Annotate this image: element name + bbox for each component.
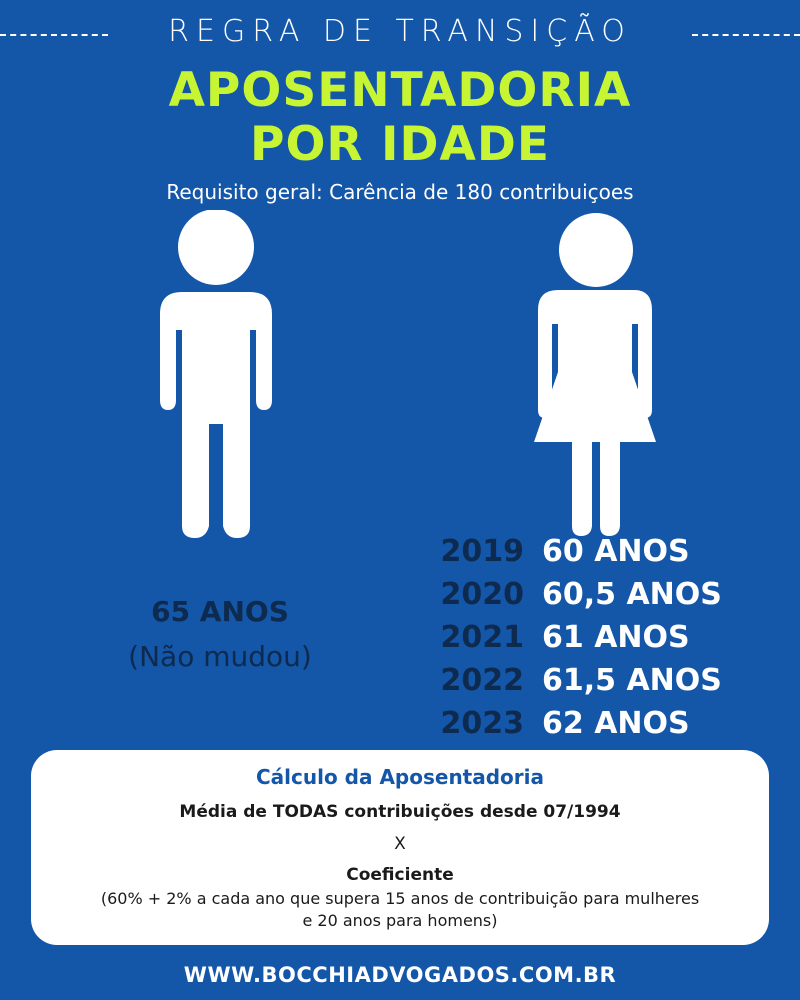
schedule-row: 2023 62 ANOS	[438, 702, 778, 745]
schedule-row: 2021 61 ANOS	[438, 616, 778, 659]
schedule-row: 2022 61,5 ANOS	[438, 659, 778, 702]
calculation-operator: X	[394, 834, 406, 854]
schedule-age: 61,5 ANOS	[542, 663, 722, 698]
schedule-year: 2019	[440, 534, 525, 569]
schedule-year: 2022	[440, 663, 525, 698]
woman-figure-icon	[534, 213, 656, 536]
schedule-year: 2023	[440, 706, 525, 741]
men-note: (Não mudou)	[128, 640, 312, 673]
header-label: REGRA DE TRANSIÇÃO	[168, 14, 632, 49]
man-figure-icon	[160, 210, 272, 538]
header-rule-right	[692, 34, 800, 36]
schedule-year: 2020	[440, 577, 525, 612]
title-line-1: APOSENTADORIA	[168, 63, 632, 118]
calculation-note: (60% + 2% a cada ano que supera 15 anos …	[45, 888, 755, 932]
schedule-age: 62 ANOS	[542, 706, 690, 741]
calculation-title: Cálculo da Aposentadoria	[255, 765, 545, 789]
calculation-box: Cálculo da Aposentadoria Média de TODAS …	[31, 750, 769, 945]
calculation-note-line-2: e 20 anos para homens)	[302, 911, 498, 930]
header-rule-left	[0, 34, 108, 36]
men-age: 65 ANOS	[151, 595, 289, 628]
calculation-coefficient: Coeficiente	[346, 865, 454, 885]
subtitle: Requisito geral: Carência de 180 contrib…	[166, 180, 634, 204]
women-age-schedule: 2019 60 ANOS 2020 60,5 ANOS 2021 61 ANOS 20…	[438, 530, 778, 745]
schedule-row: 2020 60,5 ANOS	[438, 573, 778, 616]
calculation-average: Média de TODAS contribuições desde 07/19…	[179, 802, 621, 822]
schedule-age: 60,5 ANOS	[542, 577, 722, 612]
footer-url: WWW.BOCCHIADVOGADOS.COM.BR	[183, 963, 617, 987]
schedule-age: 61 ANOS	[542, 620, 690, 655]
title-line-2: POR IDADE	[250, 117, 550, 172]
schedule-year: 2021	[440, 620, 525, 655]
schedule-row: 2019 60 ANOS	[438, 530, 778, 573]
page-title: APOSENTADORIA POR IDADE	[0, 64, 800, 172]
calculation-note-line-1: (60% + 2% a cada ano que supera 15 anos …	[100, 889, 700, 908]
schedule-age: 60 ANOS	[542, 534, 690, 569]
